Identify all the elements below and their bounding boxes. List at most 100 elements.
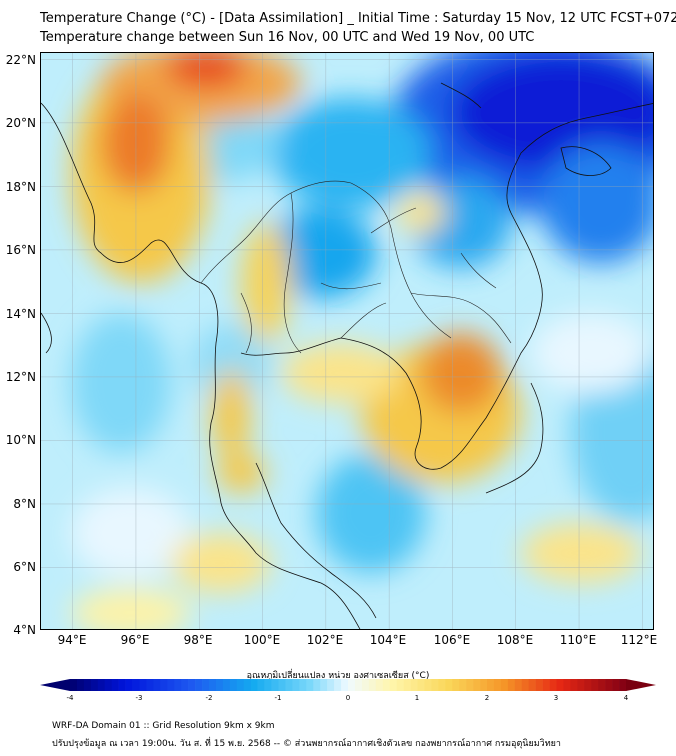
colorbar-cell bbox=[361, 679, 370, 691]
colorbar-cell bbox=[215, 679, 224, 691]
colorbar-cell bbox=[368, 679, 377, 691]
gridlines bbox=[41, 53, 653, 629]
colorbar-cell bbox=[278, 679, 286, 691]
colorbar-cell bbox=[514, 679, 523, 691]
colorbar-cell bbox=[236, 679, 245, 691]
colorbar-cell bbox=[431, 679, 439, 691]
colorbar-cell bbox=[577, 679, 585, 691]
colorbar-cell bbox=[195, 679, 203, 691]
colorbar-cell bbox=[174, 679, 182, 691]
colorbar-cell bbox=[563, 679, 571, 691]
colorbar-cell bbox=[90, 679, 99, 691]
lon-label-96e: 96°E bbox=[120, 633, 150, 647]
map-canvas bbox=[41, 53, 653, 629]
colorbar-cell bbox=[334, 679, 342, 691]
colorbar-cell bbox=[619, 679, 627, 691]
colorbar-cell bbox=[500, 679, 509, 691]
colorbar-cell bbox=[160, 679, 168, 691]
colorbar-cell bbox=[424, 679, 432, 691]
colorbar-cell bbox=[521, 679, 529, 691]
colorbar-cell bbox=[132, 679, 140, 691]
colorbar-cell bbox=[97, 679, 106, 691]
colorbar-cell bbox=[118, 679, 126, 691]
colorbar-cell bbox=[493, 679, 502, 691]
colorbar-cell bbox=[542, 679, 550, 691]
colorbar bbox=[40, 679, 656, 691]
lon-label-98e: 98°E bbox=[183, 633, 213, 647]
colorbar-cell bbox=[209, 679, 217, 691]
colorbar-tick: -4 bbox=[66, 694, 74, 702]
country-borders bbox=[200, 180, 512, 354]
temperature-change-map[interactable] bbox=[40, 52, 654, 630]
colorbar-cell bbox=[480, 679, 488, 691]
lat-label-12n: 12°N bbox=[5, 370, 36, 384]
colorbar-cell bbox=[570, 679, 578, 691]
colorbar-cell bbox=[591, 679, 599, 691]
lon-label-104e: 104°E bbox=[369, 633, 407, 647]
colorbar-cell bbox=[250, 679, 258, 691]
colorbar-cell bbox=[111, 679, 119, 691]
colorbar-cell bbox=[104, 679, 112, 691]
colorbar-cell bbox=[445, 679, 453, 691]
lon-label-94e: 94°E bbox=[57, 633, 87, 647]
colorbar-cell bbox=[327, 679, 335, 691]
colorbar-cell bbox=[320, 679, 328, 691]
colorbar-cell bbox=[299, 679, 307, 691]
colorbar-cell bbox=[167, 679, 175, 691]
colorbar-cell bbox=[76, 679, 85, 691]
colorbar-title: อุณหภูมิเปลี่ยนแปลง หน่วย องศาเซลเซียส (… bbox=[246, 671, 430, 681]
colorbar-tick: 4 bbox=[623, 694, 629, 702]
colorbar-cell bbox=[459, 679, 467, 691]
colorbar-cell bbox=[396, 679, 404, 691]
colorbar-cell bbox=[556, 679, 564, 691]
colorbar-cell bbox=[466, 679, 474, 691]
lat-label-10n: 10°N bbox=[5, 433, 36, 447]
colorbar-cell bbox=[473, 679, 481, 691]
colorbar-cell bbox=[528, 679, 536, 691]
lat-label-4n: 4°N bbox=[13, 623, 36, 637]
colorbar-cell bbox=[188, 679, 196, 691]
colorbar-cell bbox=[83, 679, 92, 691]
colorbar-cell bbox=[403, 679, 411, 691]
colorbar-cell bbox=[487, 679, 495, 691]
colorbar-cell bbox=[125, 679, 133, 691]
colorbar-cell bbox=[229, 679, 238, 691]
colorbar-cell bbox=[70, 679, 78, 691]
colorbar-cell bbox=[139, 679, 147, 691]
colorbar-cell bbox=[243, 679, 251, 691]
colorbar-cell bbox=[202, 679, 210, 691]
lat-label-8n: 8°N bbox=[13, 497, 36, 511]
colorbar-cell bbox=[507, 679, 516, 691]
colorbar-tick: 1 bbox=[414, 694, 420, 702]
colorbar-cell bbox=[598, 679, 606, 691]
lat-label-14n: 14°N bbox=[5, 307, 36, 321]
colorbar-cell bbox=[181, 679, 189, 691]
colorbar-max-arrow bbox=[626, 679, 656, 691]
colorbar-tick: -1 bbox=[274, 694, 282, 702]
colorbar-cell bbox=[306, 679, 314, 691]
colorbar-cell bbox=[146, 679, 154, 691]
lon-label-108e: 108°E bbox=[496, 633, 534, 647]
colorbar-cell bbox=[313, 679, 321, 691]
coastlines bbox=[41, 82, 653, 629]
lat-label-22n: 22°N bbox=[5, 53, 36, 67]
map-subtitle: Temperature change between Sun 16 Nov, 0… bbox=[40, 30, 535, 45]
colorbar-tick: -3 bbox=[135, 694, 143, 702]
lat-label-18n: 18°N bbox=[5, 180, 36, 194]
colorbar-cell bbox=[375, 679, 384, 691]
colorbar-cell bbox=[341, 679, 349, 691]
colorbar-cell bbox=[153, 679, 161, 691]
colorbar-cell bbox=[348, 679, 356, 691]
lon-label-112e: 112°E bbox=[620, 633, 658, 647]
colorbar-cell bbox=[605, 679, 613, 691]
colorbar-tick: -2 bbox=[205, 694, 213, 702]
colorbar-cell bbox=[410, 679, 418, 691]
colorbar-cell bbox=[549, 679, 557, 691]
colorbar-cell bbox=[222, 679, 231, 691]
colorbar-cell bbox=[389, 679, 397, 691]
colorbar-cell bbox=[452, 679, 460, 691]
lon-label-110e: 110°E bbox=[559, 633, 597, 647]
colorbar-cell bbox=[292, 679, 300, 691]
lat-label-16n: 16°N bbox=[5, 243, 36, 257]
colorbar-min-arrow bbox=[40, 679, 70, 691]
